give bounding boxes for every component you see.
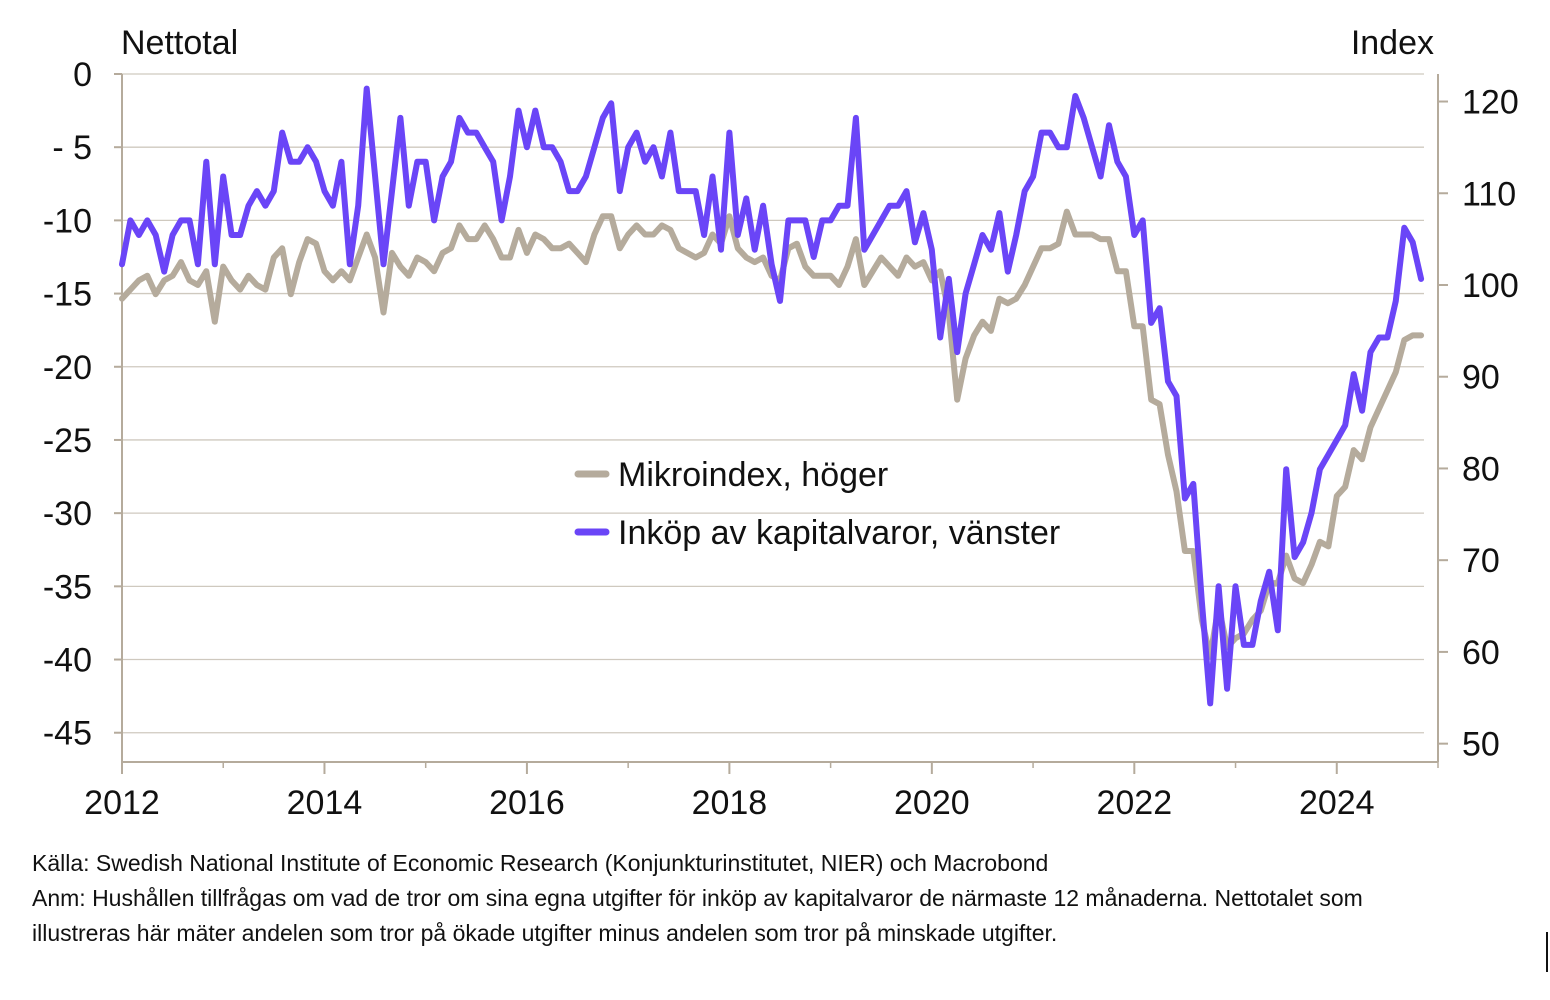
left-tick-label: -35 (43, 568, 92, 606)
left-axis-title: Nettotal (121, 24, 238, 62)
legend-label-inkop: Inköp av kapitalvaror, vänster (618, 514, 1060, 552)
chart-area: 0 - 5 -10 -15 -20 -25 -30 -35 -40 -45 120 110 100 90 8… (43, 24, 1519, 822)
left-tick-label: -15 (43, 276, 92, 314)
right-tick-label: 120 (1462, 84, 1519, 122)
x-tick-label: 2018 (692, 784, 768, 822)
legend: Mikroindex, höger Inköp av kapitalvaror, … (574, 456, 1060, 552)
right-tick-label: 60 (1462, 634, 1500, 672)
edge-divider (1546, 932, 1548, 972)
right-tick-label: 70 (1462, 542, 1500, 580)
left-tick-label: -10 (43, 202, 92, 240)
remark-note: Anm: Hushållen tillfrågas om vad de tror… (32, 885, 1363, 946)
x-tick-label: 2014 (287, 784, 363, 822)
right-tick-label: 100 (1462, 267, 1519, 305)
series-line-inkop (119, 85, 1425, 707)
x-tick-label: 2024 (1299, 784, 1375, 822)
x-tick-label: 2022 (1096, 784, 1172, 822)
left-tick-label: 0 (73, 56, 92, 94)
legend-label-mikroindex: Mikroindex, höger (618, 456, 888, 494)
axes: 0 - 5 -10 -15 -20 -25 -30 -35 -40 -45 120 110 100 90 8… (43, 56, 1519, 822)
x-tick-label: 2012 (84, 784, 160, 822)
series-line-mikroindex (119, 208, 1425, 660)
x-tick-label: 2020 (894, 784, 970, 822)
gridlines (122, 73, 1424, 734)
right-tick-label: 50 (1462, 726, 1500, 764)
left-tick-label: -40 (43, 642, 92, 680)
left-tick-label: -25 (43, 422, 92, 460)
right-tick-label: 110 (1462, 175, 1516, 213)
chart-notes: Källa: Swedish National Institute of Eco… (32, 846, 1452, 951)
right-axis-title: Index (1351, 24, 1434, 62)
right-tick-label: 90 (1462, 359, 1500, 397)
left-tick-label: -45 (43, 715, 92, 753)
series-lines (119, 85, 1425, 707)
source-note: Källa: Swedish National Institute of Eco… (32, 850, 1049, 876)
left-tick-label: -30 (43, 495, 92, 533)
left-tick-label: -20 (43, 349, 92, 387)
x-tick-label: 2016 (489, 784, 565, 822)
line-chart: 0 - 5 -10 -15 -20 -25 -30 -35 -40 -45 120 110 100 90 8… (43, 24, 1519, 822)
right-tick-label: 80 (1462, 450, 1500, 488)
left-tick-label: - 5 (52, 129, 92, 167)
